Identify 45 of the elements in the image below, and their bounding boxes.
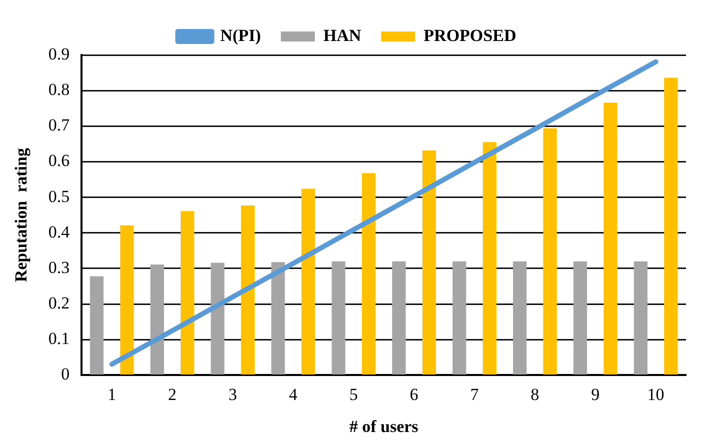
- x-tick-label: 3: [228, 384, 237, 404]
- y-tick-label: 0.5: [48, 186, 70, 206]
- bar: [180, 211, 194, 374]
- x-axis-title: # of users: [349, 417, 419, 436]
- bar: [664, 78, 678, 374]
- bar: [543, 128, 557, 374]
- y-tick-label: 0.2: [48, 294, 70, 313]
- x-tick-label: 6: [410, 384, 418, 404]
- bar: [210, 262, 224, 374]
- x-tick-label: 5: [349, 384, 358, 404]
- y-tick-label: 0.4: [48, 222, 70, 242]
- x-tick-label: 8: [530, 384, 540, 404]
- y-tick-label: 0.9: [48, 44, 70, 64]
- bar: [604, 102, 618, 374]
- x-tick-label: 2: [168, 384, 177, 404]
- y-tick-label: 0.7: [48, 116, 70, 135]
- x-tick-label: 9: [591, 384, 600, 404]
- bar: [150, 264, 164, 374]
- y-tick-label: 0.1: [48, 329, 70, 348]
- y-tick-label: 0.3: [48, 258, 70, 277]
- bar: [452, 261, 466, 374]
- bar: [482, 142, 496, 374]
- bar: [513, 261, 527, 374]
- y-tick-label: 0.8: [48, 80, 70, 100]
- bar: [392, 261, 406, 374]
- bar: [422, 150, 436, 374]
- bar: [301, 188, 316, 374]
- x-tick-label: 7: [470, 384, 480, 404]
- legend-label: N(PI): [220, 26, 261, 45]
- legend-label: PROPOSED: [424, 26, 516, 45]
- bar: [120, 225, 134, 374]
- y-axis-title: Reputation rating: [12, 148, 31, 282]
- bar: [90, 276, 104, 374]
- legend-label: HAN: [323, 26, 362, 45]
- x-tick-label: 10: [647, 384, 664, 404]
- bar: [332, 261, 346, 374]
- x-tick-label: 1: [108, 384, 116, 404]
- y-tick-label: 0.6: [48, 151, 70, 170]
- x-tick-label: 4: [288, 384, 298, 404]
- y-tick-label: 0: [61, 364, 70, 384]
- bar: [634, 261, 648, 374]
- bar: [241, 205, 255, 374]
- bar: [573, 261, 588, 374]
- bar: [362, 173, 376, 374]
- bar: [271, 262, 285, 374]
